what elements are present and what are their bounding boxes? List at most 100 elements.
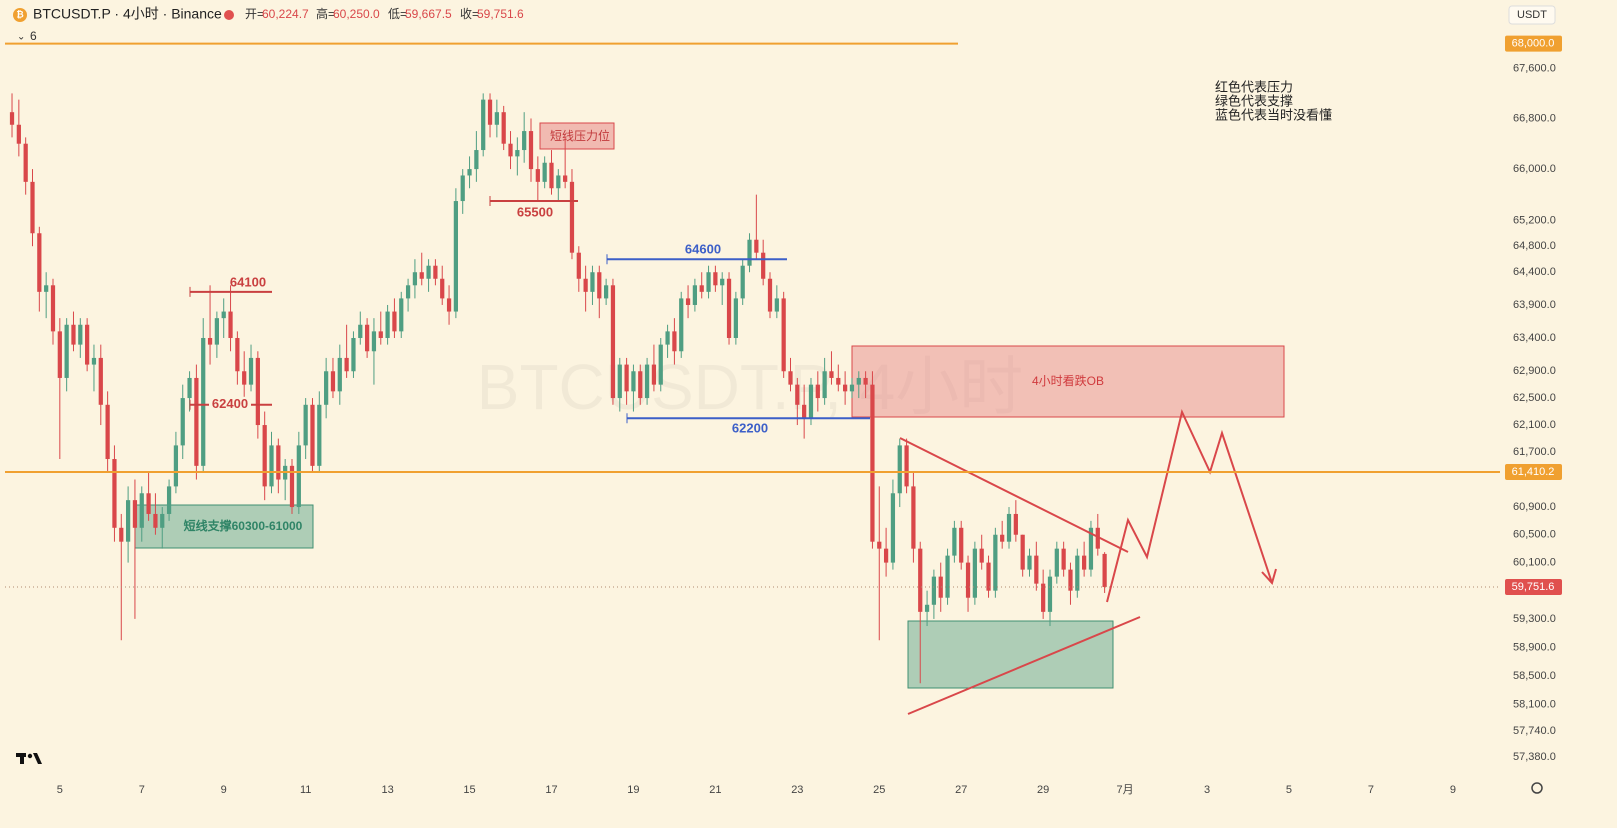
candle-body xyxy=(890,493,896,563)
candle-body xyxy=(644,364,650,399)
settings-icon[interactable] xyxy=(1531,782,1543,794)
candle-body xyxy=(474,150,479,170)
candle-body xyxy=(604,285,609,299)
candle-body xyxy=(535,169,540,182)
candle-body xyxy=(194,377,199,466)
candle-body xyxy=(433,265,438,279)
candle-body xyxy=(959,527,964,563)
logo-part xyxy=(20,753,24,764)
candle-body xyxy=(829,371,834,378)
candle-body xyxy=(651,364,657,385)
candle-body xyxy=(1068,569,1073,591)
candle-body xyxy=(364,324,370,352)
candle-body xyxy=(877,541,882,549)
price-label-box xyxy=(1505,579,1562,596)
candle-body xyxy=(105,404,110,460)
candle-body xyxy=(638,371,643,399)
y-tick-label: 60,500.0 xyxy=(1513,529,1556,541)
candle-body xyxy=(685,298,691,305)
candle-body xyxy=(160,513,165,528)
candle-body xyxy=(228,311,233,338)
candle-body xyxy=(945,555,950,598)
ohlc-value: 60,224.7 xyxy=(262,7,309,21)
candle-body xyxy=(508,143,513,157)
candle-body xyxy=(112,459,117,528)
candle-body xyxy=(248,357,254,385)
candle-body xyxy=(494,112,499,125)
x-tick-label: 15 xyxy=(463,784,475,796)
candle-body xyxy=(1041,583,1046,612)
candle-body xyxy=(153,513,158,528)
currency-button[interactable] xyxy=(1508,5,1556,25)
candle-body xyxy=(1095,527,1100,549)
x-tick-label: 21 xyxy=(709,784,721,796)
candle-body xyxy=(624,364,629,392)
candle-body xyxy=(180,398,185,446)
price-label: 68,000.0 xyxy=(1512,38,1555,50)
x-tick-label: 11 xyxy=(300,784,311,796)
candle-body xyxy=(173,445,179,487)
candle-body xyxy=(1000,534,1005,542)
candle-body xyxy=(37,233,42,292)
candle-body xyxy=(658,344,663,385)
y-tick-label: 61,700.0 xyxy=(1513,446,1556,458)
candle-body xyxy=(344,357,349,372)
candle-body xyxy=(720,278,725,286)
candle-body xyxy=(563,175,568,182)
candle-body xyxy=(16,124,21,144)
candle-body xyxy=(385,311,390,338)
candle-body xyxy=(262,425,267,487)
candle-body xyxy=(85,324,90,365)
price-label: 61,410.2 xyxy=(1512,466,1555,478)
candle-body xyxy=(453,201,459,312)
candle-body xyxy=(617,364,622,399)
candle-body xyxy=(515,150,520,157)
candle-body xyxy=(166,486,172,514)
candle-body xyxy=(849,384,855,392)
candle-body xyxy=(64,324,69,378)
candle-body xyxy=(924,604,930,612)
level-label: 62200 xyxy=(732,421,768,436)
candle-body xyxy=(897,445,902,494)
x-tick-label: 25 xyxy=(873,784,885,796)
candle-body xyxy=(706,272,711,292)
candle-body xyxy=(426,265,431,279)
candle-body xyxy=(276,445,281,480)
x-tick-label: 23 xyxy=(791,784,803,796)
candle-body xyxy=(631,371,636,392)
candle-body xyxy=(1027,555,1032,570)
currency-label: USDT xyxy=(1517,9,1547,21)
y-tick-label: 66,000.0 xyxy=(1513,163,1556,175)
candle-body xyxy=(1006,513,1012,542)
candle-body xyxy=(679,298,684,352)
y-tick-label: 66,800.0 xyxy=(1513,112,1556,124)
candle-body xyxy=(931,576,937,605)
level-label: 64100 xyxy=(230,274,266,289)
chart-title: BTCUSDT.P · 4小时 · Binance xyxy=(33,6,222,22)
ohlc-label: 收= xyxy=(460,7,479,21)
status-dot xyxy=(224,10,234,20)
candle-body xyxy=(761,252,766,279)
candle-body xyxy=(795,384,800,405)
level-label: 64600 xyxy=(685,242,721,257)
logo-part xyxy=(27,753,33,759)
indicator-count[interactable]: 6 xyxy=(30,29,37,43)
note: 蓝色代表当时没看懂 xyxy=(1215,107,1332,122)
candle-body xyxy=(44,285,49,292)
candle-body xyxy=(549,162,554,189)
candle-body xyxy=(808,384,814,419)
candle-body xyxy=(699,285,704,292)
y-tick-label: 64,400.0 xyxy=(1513,266,1556,278)
candle-body xyxy=(883,548,889,563)
candle-body xyxy=(610,285,616,399)
y-tick-label: 63,400.0 xyxy=(1513,332,1556,344)
candle-body xyxy=(392,311,397,332)
ohlc-value: 59,751.6 xyxy=(477,7,524,21)
zone-label: 4小时看跌OB xyxy=(1032,373,1104,388)
candle-body xyxy=(378,331,383,338)
candle-body xyxy=(187,377,192,399)
candle-body xyxy=(467,169,472,176)
x-tick-label: 3 xyxy=(1204,784,1210,796)
ohlc-label: 开= xyxy=(245,7,264,21)
